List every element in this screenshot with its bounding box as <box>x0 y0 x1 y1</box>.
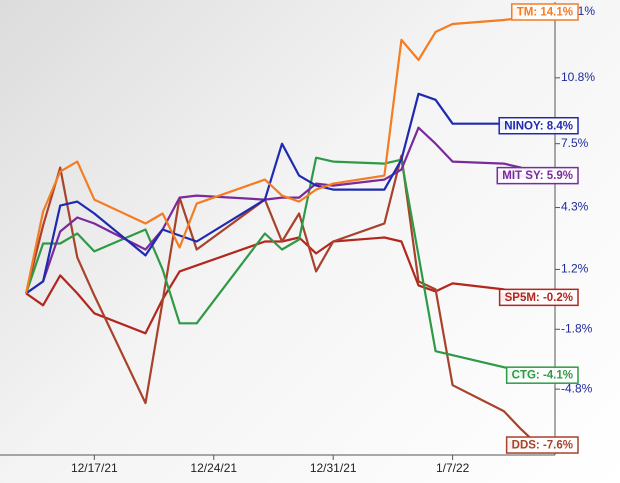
series-line <box>25 92 538 295</box>
series-line <box>25 10 539 294</box>
end-label: CTG: -4.1% <box>505 366 579 384</box>
y-tick-label: 7.5% <box>561 136 589 150</box>
end-label-box <box>505 436 579 454</box>
x-tick-label: 12/17/21 <box>71 461 118 475</box>
series-line <box>25 236 539 335</box>
end-label-text: CTG: -4.1% <box>512 370 573 382</box>
y-tick-label: 10.8% <box>561 70 595 84</box>
y-tick-label: -4.8% <box>561 381 593 395</box>
y-tick-label: 4.3% <box>561 200 589 214</box>
end-label-box <box>498 288 579 307</box>
end-label-box <box>496 166 579 185</box>
end-label-box <box>511 3 579 21</box>
end-label: DDS: -7.6% <box>505 436 579 454</box>
series-line <box>25 126 539 295</box>
end-label-text: DDS: -7.6% <box>512 440 573 452</box>
end-label-box <box>498 116 579 135</box>
end-label: TM: 14.1% <box>511 3 579 21</box>
end-label-text: TM: 14.1% <box>517 7 573 19</box>
end-label-text: NINOY: 8.4% <box>504 120 573 132</box>
series-line <box>25 156 539 377</box>
end-label: NINOY: 8.4% <box>498 116 579 135</box>
x-tick-label: 12/24/21 <box>190 461 237 475</box>
end-label: MIT SY: 5.9% <box>496 166 579 185</box>
x-tick-label: 12/31/21 <box>310 461 357 475</box>
x-tick-label: 1/7/22 <box>436 461 470 475</box>
end-label-text: SP5M: -0.2% <box>505 292 573 304</box>
series-line <box>25 154 539 446</box>
y-tick-label: -1.8% <box>561 321 593 335</box>
y-tick-label: 1.2% <box>561 262 589 276</box>
end-label: SP5M: -0.2% <box>498 288 579 307</box>
end-label-text: MIT SY: 5.9% <box>502 170 573 182</box>
end-label-box <box>505 366 579 384</box>
